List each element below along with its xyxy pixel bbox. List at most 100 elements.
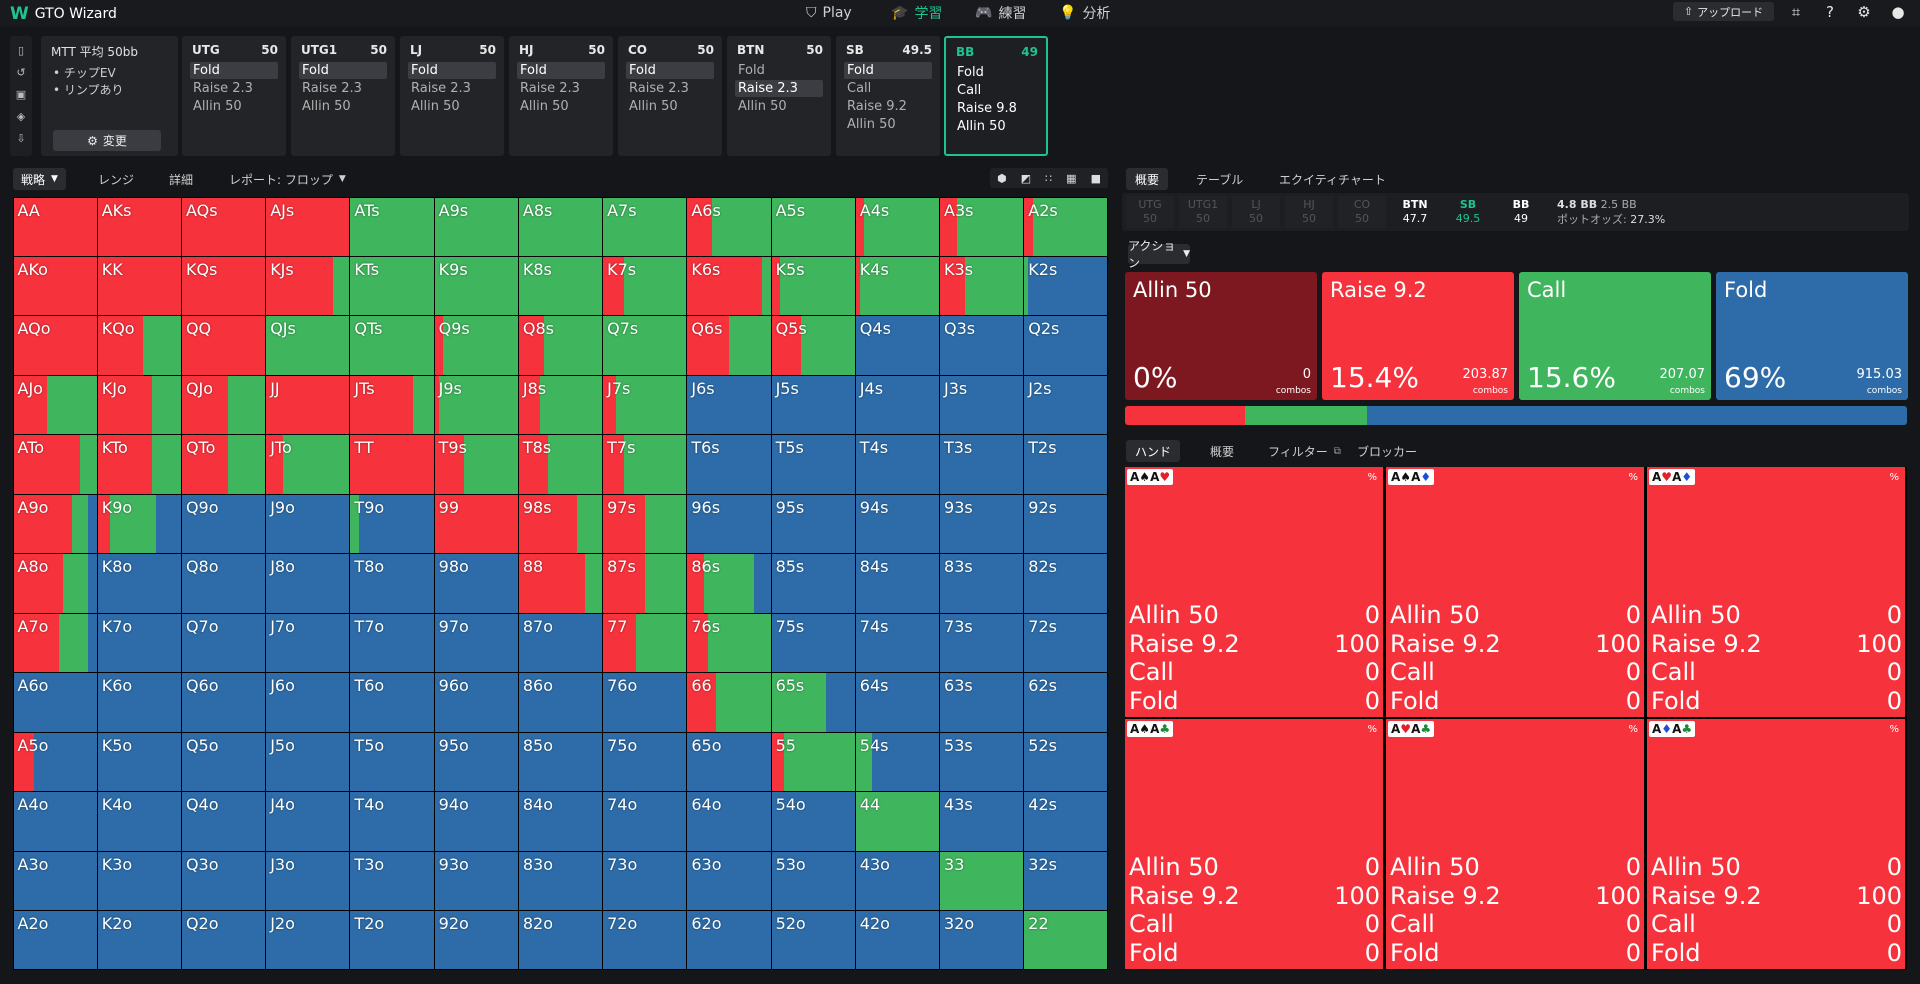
matrix-cell[interactable]: K7o <box>97 613 181 673</box>
matrix-cell[interactable]: J8s <box>518 375 603 435</box>
matrix-cell[interactable]: AQo <box>13 316 97 375</box>
matrix-cell[interactable]: QJo <box>181 375 266 435</box>
matrix-cell[interactable]: A2o <box>13 911 97 970</box>
matrix-cell[interactable]: T3o <box>350 851 434 911</box>
matrix-cell[interactable]: 65o <box>687 732 771 792</box>
matrix-cell[interactable]: 76s <box>687 613 771 673</box>
matrix-cell[interactable]: QQ <box>181 316 266 375</box>
matrix-cell[interactable]: 97s <box>603 494 687 554</box>
matrix-cell[interactable]: 74o <box>603 792 687 851</box>
posbar-utg[interactable]: UTG 50 <box>1126 196 1174 228</box>
controller-icon[interactable]: ◈ <box>16 109 26 123</box>
nav-practice[interactable]: 🎮 練習 <box>975 2 1026 24</box>
matrix-cell[interactable]: K8o <box>97 554 181 613</box>
history-icon[interactable]: ↺ <box>16 65 26 79</box>
matrix-cell[interactable]: 43o <box>855 851 940 911</box>
matrix-cell[interactable]: K3s <box>940 256 1024 316</box>
position-action-option[interactable]: Allin 50 <box>302 99 351 114</box>
matrix-cell[interactable]: T4o <box>350 792 434 851</box>
matrix-cell[interactable]: J5o <box>266 732 350 792</box>
position-action-option[interactable]: Allin 50 <box>629 99 678 114</box>
position-action-option[interactable]: Fold <box>738 63 765 78</box>
combo-cell[interactable]: A♥A♦% Allin 50 0 Raise 9.2 100 Call 0 Fold 0 <box>1647 467 1905 717</box>
position-action-option[interactable]: Fold <box>190 62 278 79</box>
matrix-cell[interactable]: 55 <box>771 732 855 792</box>
matrix-cell[interactable]: Q4o <box>181 792 266 851</box>
matrix-cell[interactable]: 99 <box>434 494 518 554</box>
matrix-cell[interactable]: 72o <box>603 911 687 970</box>
matrix-cell[interactable]: Q8s <box>518 316 603 375</box>
matrix-cell[interactable]: K9o <box>97 494 181 554</box>
matrix-cell[interactable]: 82o <box>518 911 603 970</box>
square-icon[interactable]: ■ <box>1090 171 1101 185</box>
matrix-cell[interactable]: KQs <box>181 256 266 316</box>
matrix-cell[interactable]: Q4s <box>855 316 940 375</box>
matrix-cell[interactable]: 95s <box>771 494 855 554</box>
matrix-cell[interactable]: Q7o <box>181 613 266 673</box>
position-action-option[interactable]: Raise 2.3 <box>193 81 253 96</box>
action-box[interactable]: Fold 69% 915.03 combos <box>1716 272 1908 400</box>
matrix-cell[interactable]: A4s <box>855 197 940 256</box>
matrix-cell[interactable]: AA <box>13 197 97 256</box>
matrix-cell[interactable]: J4s <box>855 375 940 435</box>
matrix-cell[interactable]: Q9s <box>434 316 518 375</box>
matrix-cell[interactable]: 62s <box>1024 673 1108 732</box>
matrix-cell[interactable]: 84s <box>855 554 940 613</box>
matrix-cell[interactable]: A6s <box>687 197 771 256</box>
matrix-cell[interactable]: T5s <box>771 435 855 494</box>
matrix-cell[interactable]: K5s <box>771 256 855 316</box>
position-action-option[interactable]: Fold <box>299 62 387 79</box>
matrix-cell[interactable]: T2s <box>1024 435 1108 494</box>
position-card-hj[interactable]: HJ 50 Fold Raise 2.3 Allin 50 <box>509 36 613 156</box>
export-icon[interactable]: ⇩ <box>16 131 26 145</box>
action-box[interactable]: Call 15.6% 207.07 combos <box>1519 272 1711 400</box>
matrix-cell[interactable]: 92o <box>434 911 518 970</box>
tab-report[interactable]: レポート: フロップ ▼ <box>229 168 346 190</box>
matrix-cell[interactable]: T2o <box>350 911 434 970</box>
position-action-option[interactable]: Raise 9.8 <box>957 101 1017 116</box>
matrix-cell[interactable]: T6s <box>687 435 771 494</box>
matrix-cell[interactable]: 83o <box>518 851 603 911</box>
matrix-cell[interactable]: J3s <box>940 375 1024 435</box>
matrix-cell[interactable]: A9o <box>13 494 97 554</box>
nav-play[interactable]: ⛉ Play <box>806 2 852 24</box>
matrix-cell[interactable]: 93s <box>940 494 1024 554</box>
position-action-option[interactable]: Allin 50 <box>847 117 896 132</box>
matrix-cell[interactable]: ATo <box>13 435 97 494</box>
matrix-cell[interactable]: 95o <box>434 732 518 792</box>
matrix-cell[interactable]: J6s <box>687 375 771 435</box>
matrix-cell[interactable]: 32s <box>1024 851 1108 911</box>
matrix-cell[interactable]: 63o <box>687 851 771 911</box>
matrix-cell[interactable]: T3s <box>940 435 1024 494</box>
matrix-cell[interactable]: 64s <box>855 673 940 732</box>
matrix-cell[interactable]: A6o <box>13 673 97 732</box>
matrix-cell[interactable]: A3o <box>13 851 97 911</box>
cube-icon[interactable]: ⬢ <box>997 171 1007 185</box>
gear-icon[interactable]: ⚙ <box>1857 3 1871 21</box>
combo-cell[interactable]: A♥A♣% Allin 50 0 Raise 9.2 100 Call 0 Fold 0 <box>1386 719 1644 969</box>
position-action-option[interactable]: Fold <box>408 62 496 79</box>
matrix-cell[interactable]: T8s <box>518 435 603 494</box>
matrix-cell[interactable]: K6o <box>97 673 181 732</box>
matrix-cell[interactable]: 74s <box>855 613 940 673</box>
matrix-cell[interactable]: T9o <box>350 494 434 554</box>
combo-cell[interactable]: A♠A♦% Allin 50 0 Raise 9.2 100 Call 0 Fold 0 <box>1386 467 1644 717</box>
matrix-cell[interactable]: 85o <box>518 732 603 792</box>
matrix-cell[interactable]: QTs <box>350 316 434 375</box>
matrix-cell[interactable]: Q6o <box>181 673 266 732</box>
tab-filter[interactable]: フィルター ⧉ <box>1268 440 1341 462</box>
matrix-cell[interactable]: J4o <box>266 792 350 851</box>
matrix-cell[interactable]: 82s <box>1024 554 1108 613</box>
combo-cell[interactable]: A♠A♣% Allin 50 0 Raise 9.2 100 Call 0 Fold 0 <box>1125 719 1383 969</box>
matrix-cell[interactable]: QJs <box>266 316 350 375</box>
matrix-cell[interactable]: Q8o <box>181 554 266 613</box>
matrix-cell[interactable]: 96s <box>687 494 771 554</box>
position-action-option[interactable]: Call <box>847 81 872 96</box>
position-action-option[interactable]: Raise 2.3 <box>735 80 823 97</box>
matrix-cell[interactable]: 44 <box>855 792 940 851</box>
matrix-cell[interactable]: K4s <box>855 256 940 316</box>
contrast-icon[interactable]: ◩ <box>1020 171 1032 185</box>
matrix-cell[interactable]: A8o <box>13 554 97 613</box>
matrix-cell[interactable]: 63s <box>940 673 1024 732</box>
matrix-cell[interactable]: Q2s <box>1024 316 1108 375</box>
